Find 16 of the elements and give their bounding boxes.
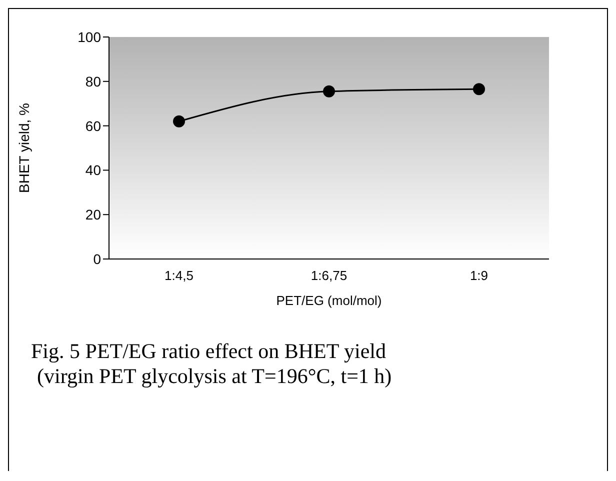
point [323,85,335,98]
y-axis-title: BHET yield, % [16,103,32,193]
caption: Fig. 5 PET/EG ratio effect on BHET yield [31,339,388,364]
text: (virgin PET glycolysis at T=196°C, t=1 h) [36,364,392,389]
y-tick-label: 100 [78,28,102,45]
x-tick-label: 1:6,75 [310,268,348,284]
x-axis-title: PET/EG (mol/mol) [276,293,382,308]
point [473,83,485,96]
y-tick-label: 20 [85,206,102,223]
y-tick-label: 60 [85,118,102,134]
x-tick-label: 1:9 [470,268,488,284]
y-tick-label: 80 [85,73,102,90]
y-tick-label: 40 [85,162,102,178]
y-tick-label: 0 [93,250,102,267]
x-tick-label: 1:4,5 [164,268,194,284]
point [173,115,185,128]
